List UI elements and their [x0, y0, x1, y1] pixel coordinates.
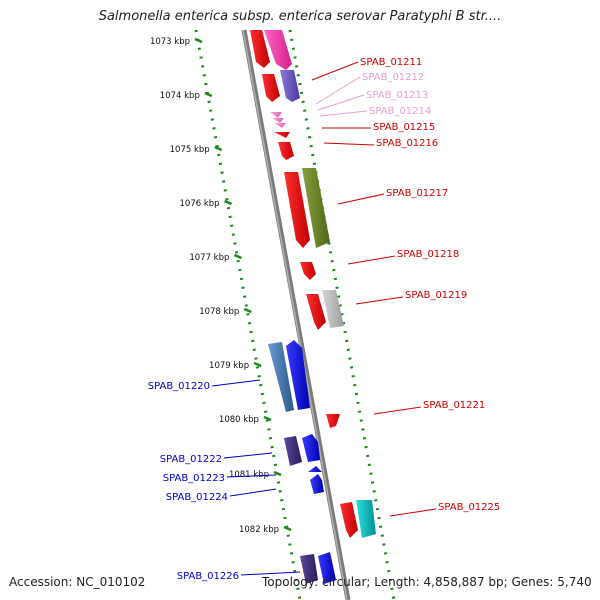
- kbp-tick-label: 1073 kbp: [150, 37, 190, 47]
- accession-text: Accession: NC_010102: [9, 575, 146, 589]
- scale-track-right: [288, 29, 396, 600]
- gene-1226-blue: [318, 552, 336, 584]
- genome-backbone: [241, 29, 351, 600]
- kbp-tick-label: 1081 kbp: [229, 470, 269, 480]
- gene-label[interactable]: SPAB_01214: [369, 106, 431, 117]
- kbp-tick: [194, 37, 203, 44]
- gene-label[interactable]: SPAB_01219: [405, 290, 467, 301]
- gene-1216: [278, 142, 294, 160]
- gene-1224: [310, 474, 324, 494]
- genome-title: Salmonella enterica subsp. enterica sero…: [98, 9, 502, 24]
- gene-leader-line: [311, 61, 359, 81]
- gene-leader-line: [315, 76, 361, 105]
- gene-leader-line: [323, 142, 375, 146]
- gene-label[interactable]: SPAB_01222: [160, 454, 222, 465]
- gene-red-1211: [250, 30, 270, 68]
- gene-1221: [326, 414, 340, 428]
- gene-label[interactable]: SPAB_01213: [366, 90, 428, 101]
- kbp-tick-label: 1075 kbp: [170, 145, 210, 155]
- kbp-tick-label: 1074 kbp: [160, 91, 200, 101]
- gene-label[interactable]: SPAB_01217: [386, 188, 448, 199]
- kbp-tick-label: 1078 kbp: [199, 307, 239, 317]
- gene-leader-line: [347, 255, 396, 265]
- kbp-tick: [283, 525, 292, 532]
- gene-label[interactable]: SPAB_01224: [166, 492, 228, 503]
- kbp-tick-label: 1079 kbp: [209, 361, 249, 371]
- gene-1220-steel: [268, 342, 294, 412]
- gene-leader-line: [240, 571, 301, 576]
- gene-1214b: [274, 123, 286, 128]
- gene-1225-red: [340, 502, 358, 538]
- genome-stats-text: Topology: circular; Length: 4,858,887 bp…: [262, 575, 592, 589]
- gene-label[interactable]: SPAB_01211: [360, 57, 422, 68]
- gene-1220-blue: [286, 340, 310, 410]
- kbp-tick-label: 1077 kbp: [189, 253, 229, 263]
- gene-1215: [274, 132, 290, 138]
- gene-1222-blue: [302, 434, 320, 462]
- gene-leader-line: [373, 406, 422, 415]
- kbp-tick: [243, 307, 252, 314]
- gene-1218: [300, 262, 316, 280]
- gene-leader-line: [355, 296, 404, 305]
- kbp-tick: [253, 361, 262, 368]
- gene-label[interactable]: SPAB_01223: [163, 473, 225, 484]
- gene-leader-line: [317, 94, 365, 111]
- gene-leader-line: [223, 452, 273, 459]
- gene-1226-navy: [300, 554, 318, 584]
- gene-1225-cyan: [356, 500, 376, 538]
- gene-label[interactable]: SPAB_01226: [177, 571, 239, 582]
- kbp-tick: [233, 253, 242, 260]
- gene-1217-red: [284, 172, 310, 248]
- gene-1223: [308, 466, 322, 472]
- gene-leader-line: [226, 474, 277, 478]
- gene-label[interactable]: SPAB_01218: [397, 249, 459, 260]
- gene-label[interactable]: SPAB_01221: [423, 400, 485, 411]
- gene-leader-line: [229, 488, 277, 497]
- gene-label[interactable]: SPAB_01225: [438, 502, 500, 513]
- gene-label[interactable]: SPAB_01212: [362, 72, 424, 83]
- gene-1222-navy: [284, 436, 302, 466]
- gene-red-1212: [262, 74, 280, 102]
- gene-label[interactable]: SPAB_01215: [373, 122, 435, 133]
- kbp-tick: [214, 145, 223, 152]
- kbp-tick-label: 1080 kbp: [219, 415, 259, 425]
- gene-leader-line: [211, 379, 261, 387]
- gene-pink-1211: [264, 30, 292, 70]
- gene-1219-grey: [322, 290, 344, 328]
- gene-purple-1212: [280, 70, 300, 102]
- gene-leader-line: [337, 193, 385, 205]
- gene-label[interactable]: SPAB_01220: [148, 381, 210, 392]
- gene-1217-olive: [302, 168, 330, 248]
- gene-1219-red: [306, 294, 326, 330]
- kbp-tick: [204, 91, 213, 98]
- gene-1213: [270, 112, 282, 118]
- gene-1214a: [272, 118, 284, 123]
- kbp-tick-label: 1082 kbp: [239, 525, 279, 535]
- kbp-tick: [273, 470, 282, 477]
- gene-label[interactable]: SPAB_01216: [376, 138, 438, 149]
- scale-track-left: [194, 29, 302, 600]
- kbp-tick-label: 1076 kbp: [180, 199, 220, 209]
- gene-leader-line: [389, 508, 437, 517]
- gene-leader-line: [319, 110, 368, 117]
- kbp-tick: [224, 199, 233, 206]
- genes-forward: [250, 30, 376, 584]
- kbp-tick: [263, 415, 272, 422]
